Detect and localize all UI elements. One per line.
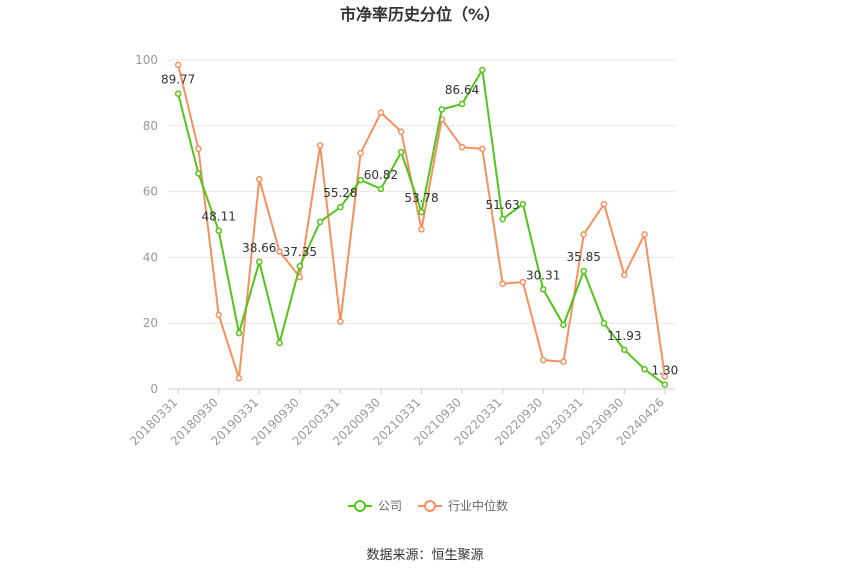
data-point[interactable] <box>195 145 202 153</box>
y-tick-label: 100 <box>135 53 158 67</box>
data-point[interactable] <box>337 318 344 325</box>
y-axis: 0 20 40 60 80 100 <box>135 53 158 396</box>
data-point[interactable] <box>256 175 263 183</box>
legend-item-0[interactable]: 公司 <box>348 499 402 513</box>
data-point[interactable] <box>519 278 527 286</box>
data-point[interactable] <box>256 258 263 266</box>
data-point[interactable] <box>539 286 547 293</box>
data-point[interactable] <box>316 142 324 149</box>
data-point[interactable] <box>661 381 669 388</box>
chart-title: 市净率历史分位（%） <box>340 5 500 24</box>
data-point[interactable] <box>499 215 506 223</box>
y-tick-label: 60 <box>143 185 158 199</box>
data-point[interactable] <box>235 374 243 382</box>
data-point[interactable] <box>600 319 608 327</box>
data-point[interactable] <box>539 356 547 364</box>
data-point[interactable] <box>479 66 486 74</box>
data-point[interactable] <box>661 373 669 380</box>
x-axis: 2018033120180930201903312019093020200331… <box>127 389 667 448</box>
data-label: 60.82 <box>364 168 398 182</box>
data-point[interactable] <box>337 203 344 211</box>
legend-label: 公司 <box>378 499 402 513</box>
data-point[interactable] <box>215 311 222 319</box>
data-point[interactable] <box>641 231 648 238</box>
grid-lines <box>168 59 675 390</box>
data-point[interactable] <box>357 176 364 184</box>
data-point[interactable] <box>397 128 405 135</box>
series-line-1 <box>177 64 666 379</box>
data-label: 30.31 <box>526 268 560 282</box>
source-note: 数据来源：恒生聚源 <box>366 548 483 563</box>
data-point[interactable] <box>357 149 364 157</box>
data-label: 35.85 <box>567 250 601 264</box>
legend-swatch-marker <box>354 500 366 512</box>
legend[interactable]: 公司 行业中位数 <box>348 498 508 513</box>
data-point[interactable] <box>519 200 527 208</box>
data-point[interactable] <box>621 346 628 354</box>
legend-swatch-marker <box>424 500 436 512</box>
data-label: 89.77 <box>161 73 195 87</box>
data-point[interactable] <box>377 109 385 116</box>
y-tick-label: 20 <box>143 316 158 330</box>
data-point[interactable] <box>276 339 283 347</box>
data-point[interactable] <box>195 170 202 177</box>
data-point[interactable] <box>580 267 587 275</box>
data-point[interactable] <box>621 271 628 279</box>
legend-item-1[interactable]: 行业中位数 <box>418 498 508 513</box>
y-tick-label: 0 <box>150 382 158 396</box>
data-point[interactable] <box>174 90 182 97</box>
data-point[interactable] <box>458 100 466 108</box>
data-point[interactable] <box>438 106 446 113</box>
data-point[interactable] <box>600 200 608 208</box>
data-labels: 89.77 48.11 38.66 37.35 55.28 60.82 53.78 86.64… <box>161 73 678 378</box>
data-point[interactable] <box>235 329 243 337</box>
data-point[interactable] <box>580 231 587 238</box>
data-point[interactable] <box>560 321 567 329</box>
data-point[interactable] <box>316 218 324 226</box>
data-point[interactable] <box>215 227 222 234</box>
data-point[interactable] <box>377 185 385 193</box>
data-label: 86.64 <box>445 83 479 97</box>
data-point[interactable] <box>641 366 648 373</box>
data-point[interactable] <box>397 148 405 156</box>
data-point[interactable] <box>276 248 283 255</box>
data-label: 37.35 <box>283 245 317 259</box>
legend-label: 行业中位数 <box>448 498 508 513</box>
data-point[interactable] <box>174 61 182 69</box>
data-label: 53.78 <box>404 191 438 205</box>
series-lines <box>174 61 669 388</box>
data-point[interactable] <box>499 280 506 287</box>
data-point[interactable] <box>418 226 425 233</box>
data-label: 1.30 <box>652 364 679 378</box>
data-point[interactable] <box>560 358 567 365</box>
data-label: 11.93 <box>607 329 641 343</box>
y-tick-label: 40 <box>143 250 158 264</box>
data-point[interactable] <box>418 208 425 216</box>
y-tick-label: 80 <box>143 119 158 133</box>
data-label: 48.11 <box>202 210 236 224</box>
data-point[interactable] <box>296 262 304 270</box>
data-point[interactable] <box>458 143 466 151</box>
data-label: 38.66 <box>242 241 276 255</box>
data-label: 55.28 <box>323 186 357 200</box>
data-point[interactable] <box>479 145 486 153</box>
data-label: 51.63 <box>485 198 519 212</box>
